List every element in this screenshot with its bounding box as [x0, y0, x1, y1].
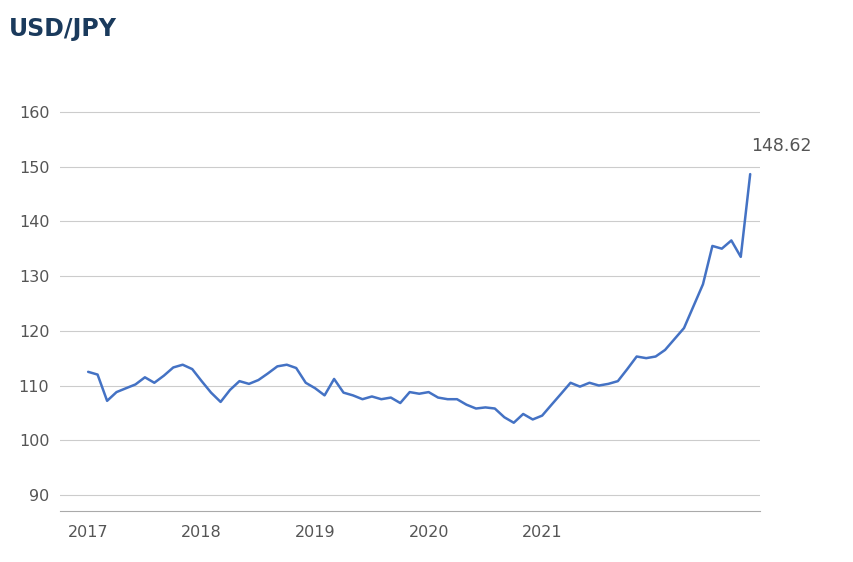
- Text: 148.62: 148.62: [751, 137, 811, 155]
- Text: USD/JPY: USD/JPY: [9, 17, 116, 41]
